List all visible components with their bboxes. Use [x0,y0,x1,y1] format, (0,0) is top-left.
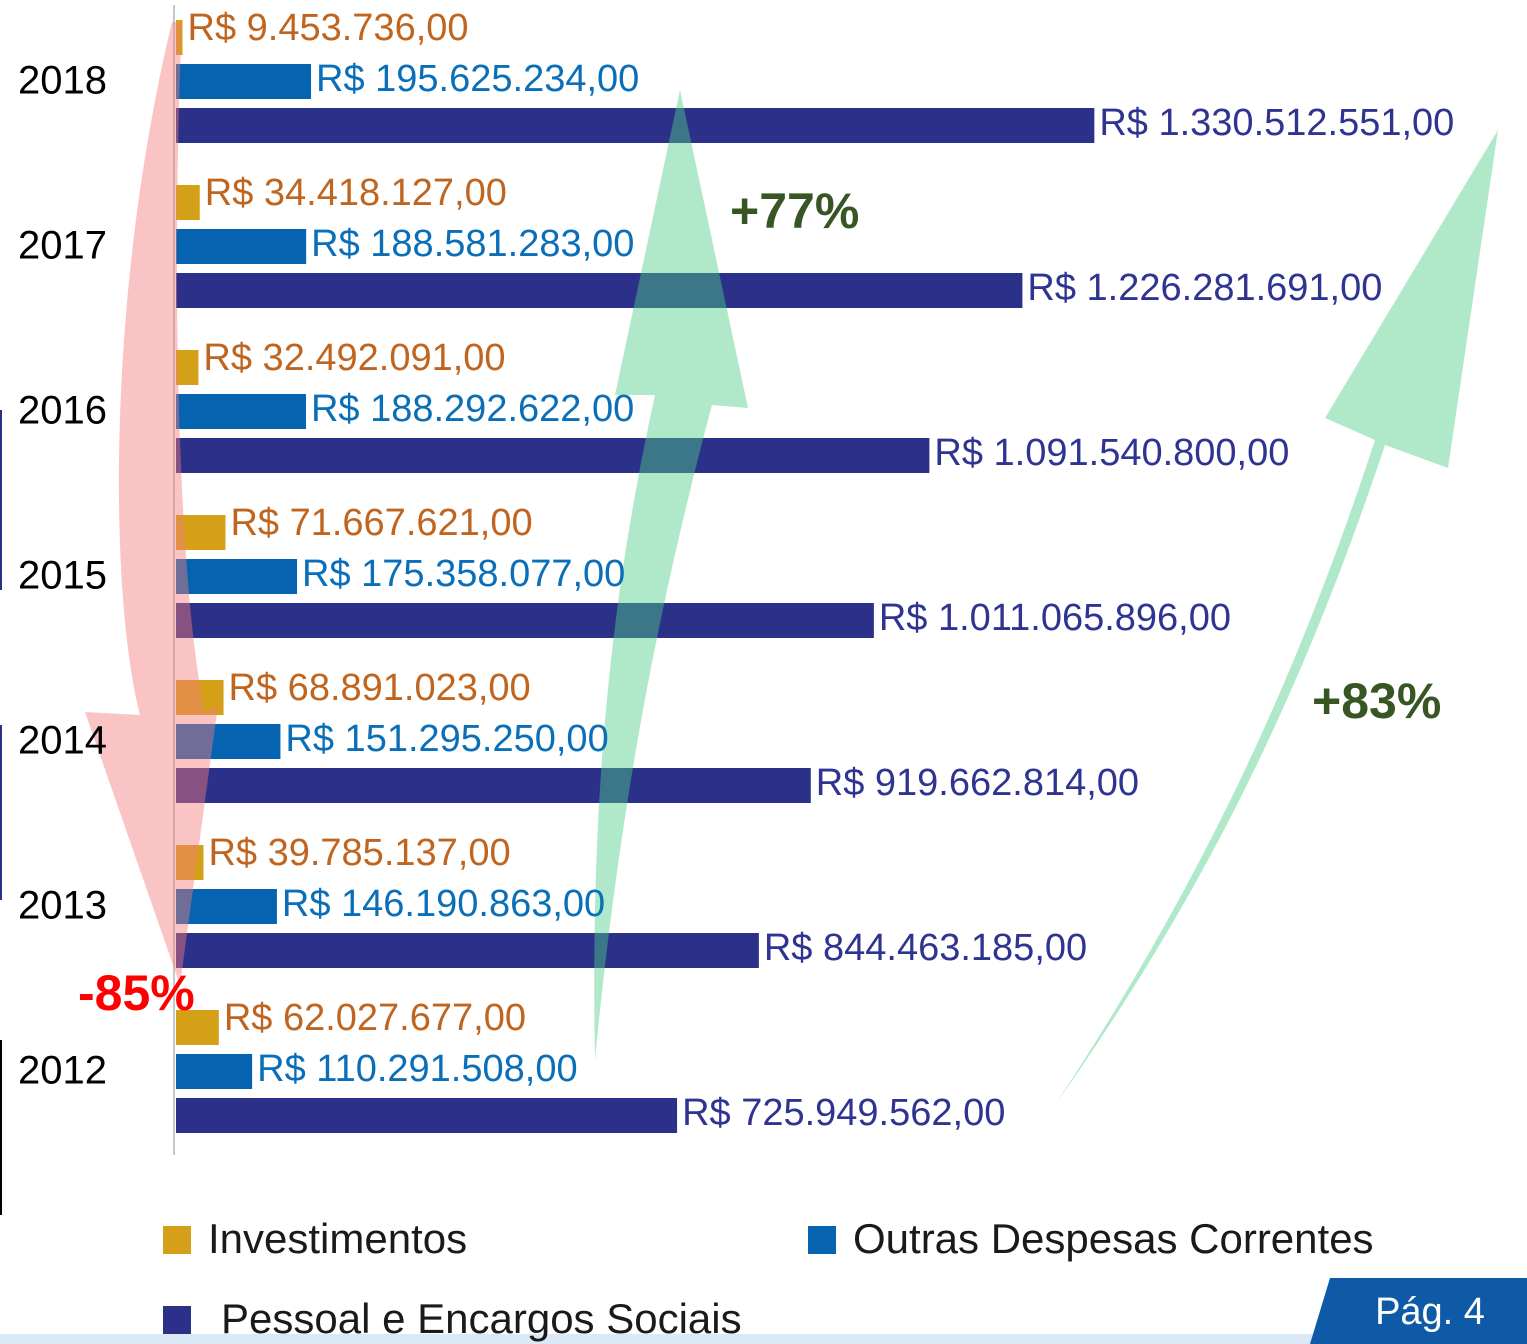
bar [176,768,811,803]
data-label: R$ 195.625.234,00 [316,58,639,100]
bar [176,438,930,473]
marks [176,20,1095,1133]
y-tick-label: 2018 [18,59,107,103]
data-label: R$ 146.190.863,00 [282,883,605,925]
bar [176,845,204,880]
data-label: R$ 71.667.621,00 [230,502,532,544]
bar [176,603,874,638]
annotation: +77% [730,183,859,239]
data-label: R$ 9.453.736,00 [188,7,469,49]
bottom-strip [0,1334,1527,1344]
data-label: R$ 1.226.281.691,00 [1027,267,1382,309]
bar [176,1054,253,1089]
bar [176,273,1023,308]
data-label: R$ 34.418.127,00 [205,172,507,214]
y-tick-label: 2016 [18,389,107,433]
trend-arrows [85,22,1498,1105]
bar [176,680,224,715]
bar [176,1098,678,1133]
y-tick-label: 2012 [18,1049,107,1093]
legend-swatch [163,1226,191,1254]
data-label: R$ 39.785.137,00 [208,832,510,874]
bar [176,64,312,99]
bar [176,889,277,924]
data-label: R$ 1.011.065.896,00 [879,597,1231,639]
bar [176,229,307,264]
legend-swatch [808,1226,836,1254]
bar [176,108,1095,143]
data-label: R$ 151.295.250,00 [285,718,608,760]
bar [176,20,183,55]
bar [176,515,226,550]
y-tick-label: 2013 [18,884,107,928]
y-tick-label: 2014 [18,719,107,763]
increase-arrow [594,90,748,1060]
bar [176,1010,219,1045]
data-label: R$ 68.891.023,00 [229,667,531,709]
annotation: -85% [78,965,195,1021]
legend-swatch [163,1306,191,1334]
y-tick-label: 2015 [18,554,107,598]
bar [176,350,199,385]
bar [176,933,759,968]
data-label: R$ 62.027.677,00 [224,997,526,1039]
data-label: R$ 844.463.185,00 [764,927,1087,969]
page-number: Pág. 4 [1375,1291,1485,1333]
annotation: +83% [1312,673,1441,729]
bar [176,559,298,594]
data-label: R$ 725.949.562,00 [682,1092,1005,1134]
data-label: R$ 1.330.512.551,00 [1099,102,1454,144]
data-label: R$ 188.292.622,00 [311,388,634,430]
legend-label: Outras Despesas Correntes [853,1215,1374,1262]
bar [176,724,281,759]
data-label: R$ 32.492.091,00 [203,337,505,379]
data-label: R$ 919.662.814,00 [816,762,1139,804]
bar [176,394,306,429]
data-label: R$ 110.291.508,00 [257,1048,577,1090]
data-label: R$ 188.581.283,00 [311,223,634,265]
increase-arrow [1055,130,1498,1105]
legend-label: Investimentos [208,1215,467,1262]
bar [176,185,200,220]
decrease-arrow [85,22,218,985]
y-tick-label: 2017 [18,224,107,268]
data-label: R$ 175.358.077,00 [302,553,625,595]
legend-label: Pessoal e Encargos Sociais [221,1295,742,1342]
data-label: R$ 1.091.540.800,00 [934,432,1289,474]
page-badge [1310,1278,1527,1344]
